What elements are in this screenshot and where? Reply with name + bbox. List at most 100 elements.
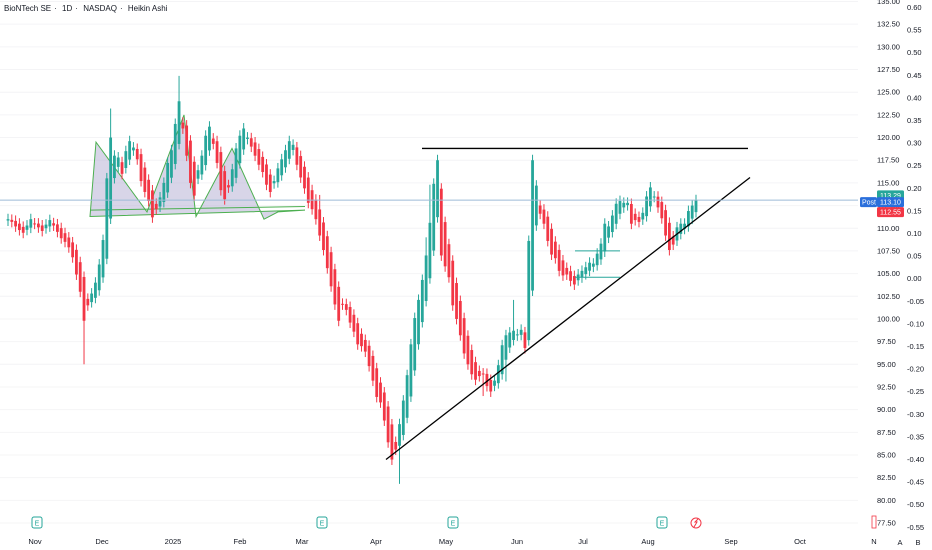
left-axis-tick: 0.50 xyxy=(907,48,922,57)
right-axis-tick: 120.00 xyxy=(877,133,900,142)
candle-body xyxy=(124,151,128,169)
candle-body xyxy=(439,188,443,256)
candle-body xyxy=(318,209,322,236)
candle-body xyxy=(515,334,519,336)
candle-body xyxy=(690,205,694,219)
candle-body xyxy=(641,212,645,220)
candle-body xyxy=(246,137,249,139)
candle-body xyxy=(67,237,71,248)
candle-body xyxy=(59,228,63,239)
candle-body xyxy=(477,370,481,377)
candle-body xyxy=(82,276,86,321)
candle-body xyxy=(215,141,219,163)
candle-body xyxy=(553,241,557,259)
chart-title: BioNTech SE · 1D · NASDAQ · Heikin Ashi xyxy=(4,4,168,13)
candle-body xyxy=(436,160,439,218)
candle-body xyxy=(664,210,667,236)
candle-body xyxy=(569,271,572,281)
candle-body xyxy=(557,249,561,271)
time-axis[interactable]: Nov Dec 2025 Feb Mar Apr May Jun Jul Aug Sep Oct N A B xyxy=(28,537,920,547)
candle-body xyxy=(417,299,420,345)
post-market-badge-text: Post xyxy=(862,200,876,207)
candle-body xyxy=(303,166,306,189)
left-axis-tick: 0.00 xyxy=(907,274,922,283)
left-axis-tick: 0.20 xyxy=(907,184,922,193)
left-axis-tick: -0.15 xyxy=(907,342,924,351)
candle-body xyxy=(162,182,166,202)
candle-body xyxy=(219,152,223,191)
candles xyxy=(6,75,698,484)
earnings-icon-frame xyxy=(447,516,459,529)
left-axis: 0.60 0.55 0.50 0.45 0.40 0.35 0.30 0.25 0.20 0.15… xyxy=(907,3,924,532)
candle-body xyxy=(173,123,177,164)
candle-body xyxy=(189,140,192,183)
candle-body xyxy=(25,225,29,230)
candle-body xyxy=(622,202,626,208)
right-axis-tick: 97.50 xyxy=(877,337,896,346)
candle-body xyxy=(166,162,170,193)
candle-body xyxy=(151,190,154,218)
candle-body xyxy=(200,155,204,175)
left-axis-tick: 0.15 xyxy=(907,206,922,215)
left-axis-tick: 0.45 xyxy=(907,71,922,80)
symbol-name[interactable]: BioNTech SE xyxy=(4,4,52,13)
right-axis-tick: 82.50 xyxy=(877,473,896,482)
left-axis-tick: 0.10 xyxy=(907,229,922,238)
right-axis-tick: 95.00 xyxy=(877,360,896,369)
candle-body xyxy=(109,137,113,219)
candle-body xyxy=(268,174,272,192)
candle-body xyxy=(588,262,591,271)
candle-body xyxy=(223,171,227,200)
candle-body xyxy=(470,350,474,375)
dividend-icon-bolt xyxy=(693,518,699,528)
last-price-badge-bg xyxy=(877,197,904,208)
earnings-icon: E xyxy=(316,516,328,529)
candle-body xyxy=(538,205,542,214)
candle-body xyxy=(94,282,97,298)
time-axis-label: Sep xyxy=(724,537,737,546)
candle-body xyxy=(257,149,261,165)
candle-body xyxy=(629,203,633,224)
earnings-icon: E xyxy=(447,516,459,529)
candle-body xyxy=(591,263,595,267)
candle-body xyxy=(523,332,527,348)
candle-body xyxy=(204,135,208,166)
candle-body xyxy=(18,223,21,231)
earnings-icon: E xyxy=(31,516,43,529)
earnings-icon-glyph: E xyxy=(35,521,40,528)
low-price-badge-bg xyxy=(877,207,904,218)
candle-body xyxy=(424,255,428,302)
candle-body xyxy=(21,226,25,233)
candle-body xyxy=(379,382,382,403)
candle-body xyxy=(550,228,553,255)
candle-body xyxy=(116,157,120,167)
candle-body xyxy=(352,314,356,332)
candle-body xyxy=(86,298,90,306)
dividend-icon xyxy=(690,517,702,529)
right-axis-tick: 85.00 xyxy=(877,451,896,460)
left-axis-tick: -0.25 xyxy=(907,387,924,396)
interval-label[interactable]: 1D xyxy=(62,4,73,13)
candle-body xyxy=(443,222,447,267)
candle-body xyxy=(6,219,10,221)
candle-body xyxy=(645,196,648,217)
right-axis[interactable]: 135.00 132.50 130.00 127.50 125.00 122.50 120.… xyxy=(877,0,900,528)
candle-body xyxy=(314,199,318,220)
chart-style-label[interactable]: Heikin Ashi xyxy=(127,4,168,13)
candle-body xyxy=(230,169,234,187)
candle-body xyxy=(561,260,565,276)
right-axis-tick: 102.50 xyxy=(877,292,900,301)
candle-body xyxy=(420,279,424,323)
left-axis-tick: 0.25 xyxy=(907,161,922,170)
right-axis-tick: 125.00 xyxy=(877,88,900,97)
candle-body xyxy=(455,283,458,319)
candle-body xyxy=(474,362,477,380)
time-axis-label: Feb xyxy=(234,537,247,546)
candle-body xyxy=(295,147,299,165)
earnings-icon-glyph: E xyxy=(320,521,325,528)
candle-body xyxy=(371,355,375,381)
left-axis-tick: -0.40 xyxy=(907,455,924,464)
candle-body xyxy=(656,196,660,208)
